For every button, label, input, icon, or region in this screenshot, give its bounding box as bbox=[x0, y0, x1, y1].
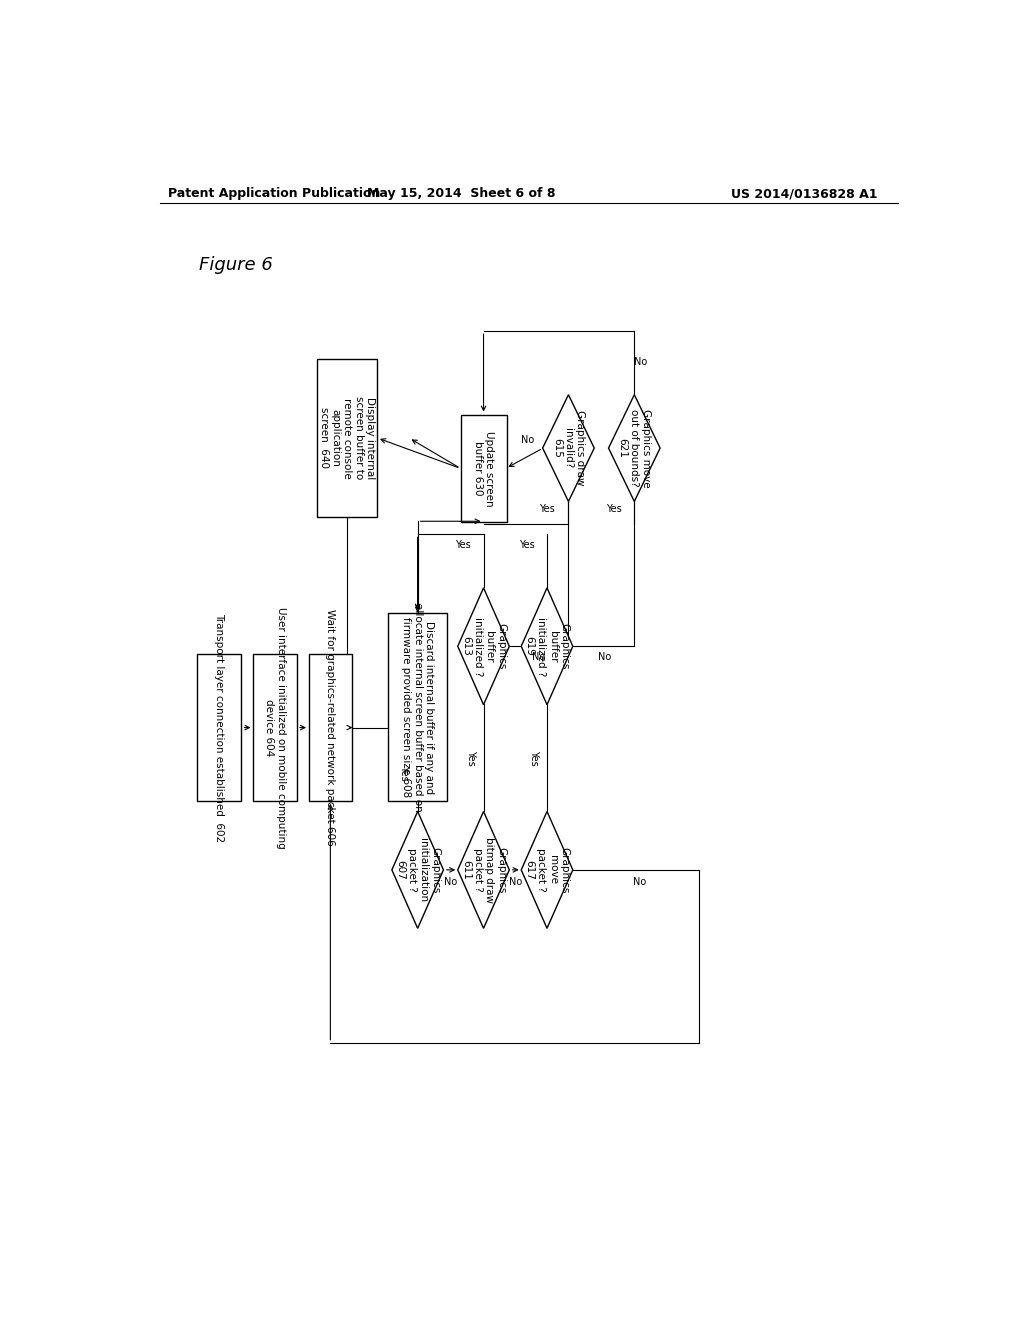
Text: Update screen
buffer 630: Update screen buffer 630 bbox=[473, 430, 495, 506]
Text: Graphics
bitmap draw
packet ?
611: Graphics bitmap draw packet ? 611 bbox=[461, 837, 506, 903]
Text: Discard internal buffer if any and
allocate internal screen buffer based on
firm: Discard internal buffer if any and alloc… bbox=[401, 603, 434, 812]
Text: Wait for graphics-related network packet 606: Wait for graphics-related network packet… bbox=[326, 610, 336, 846]
Text: Yes: Yes bbox=[399, 766, 410, 781]
Text: No: No bbox=[634, 356, 647, 367]
Polygon shape bbox=[392, 812, 443, 928]
Bar bbox=[461, 414, 507, 521]
Text: Graphics
initialization
packet ?
607: Graphics initialization packet ? 607 bbox=[395, 838, 440, 902]
Text: Graphics draw
invalid?
615: Graphics draw invalid? 615 bbox=[552, 411, 585, 486]
Text: US 2014/0136828 A1: US 2014/0136828 A1 bbox=[731, 187, 878, 201]
Bar bbox=[198, 653, 241, 801]
Polygon shape bbox=[608, 395, 660, 502]
Text: No: No bbox=[443, 876, 457, 887]
Text: Graphics
buffer
initialized ?
613: Graphics buffer initialized ? 613 bbox=[461, 616, 506, 676]
Polygon shape bbox=[458, 587, 509, 705]
Text: Graphics
move
packet ?
617: Graphics move packet ? 617 bbox=[524, 846, 569, 894]
Text: Graphics move
out of bounds?
621: Graphics move out of bounds? 621 bbox=[617, 409, 651, 487]
Text: No: No bbox=[598, 652, 610, 663]
Text: Yes: Yes bbox=[455, 540, 471, 549]
Text: Figure 6: Figure 6 bbox=[200, 256, 273, 275]
Text: Yes: Yes bbox=[606, 504, 622, 513]
Polygon shape bbox=[521, 587, 572, 705]
Text: Yes: Yes bbox=[466, 750, 476, 766]
Bar bbox=[253, 653, 297, 801]
Text: May 15, 2014  Sheet 6 of 8: May 15, 2014 Sheet 6 of 8 bbox=[367, 187, 556, 201]
Text: No: No bbox=[509, 876, 522, 887]
Polygon shape bbox=[458, 812, 509, 928]
Text: Display internal
screen buffer to
remote console
application
screen  640: Display internal screen buffer to remote… bbox=[318, 396, 375, 479]
Text: No: No bbox=[532, 652, 546, 663]
Text: Graphics
buffer
initialized ?
619: Graphics buffer initialized ? 619 bbox=[524, 616, 569, 676]
Text: User interface initialized on mobile computing
device 604: User interface initialized on mobile com… bbox=[264, 607, 286, 849]
Polygon shape bbox=[521, 812, 572, 928]
Text: Patent Application Publication: Patent Application Publication bbox=[168, 187, 380, 201]
Text: Yes: Yes bbox=[529, 750, 540, 766]
Bar bbox=[317, 359, 377, 516]
Text: Yes: Yes bbox=[540, 504, 555, 513]
Text: No: No bbox=[633, 876, 646, 887]
Polygon shape bbox=[543, 395, 594, 502]
Text: Yes: Yes bbox=[518, 540, 535, 549]
Text: Transport layer connection established  602: Transport layer connection established 6… bbox=[214, 612, 224, 842]
Bar bbox=[388, 614, 447, 801]
Bar bbox=[308, 653, 352, 801]
Text: No: No bbox=[520, 436, 534, 445]
